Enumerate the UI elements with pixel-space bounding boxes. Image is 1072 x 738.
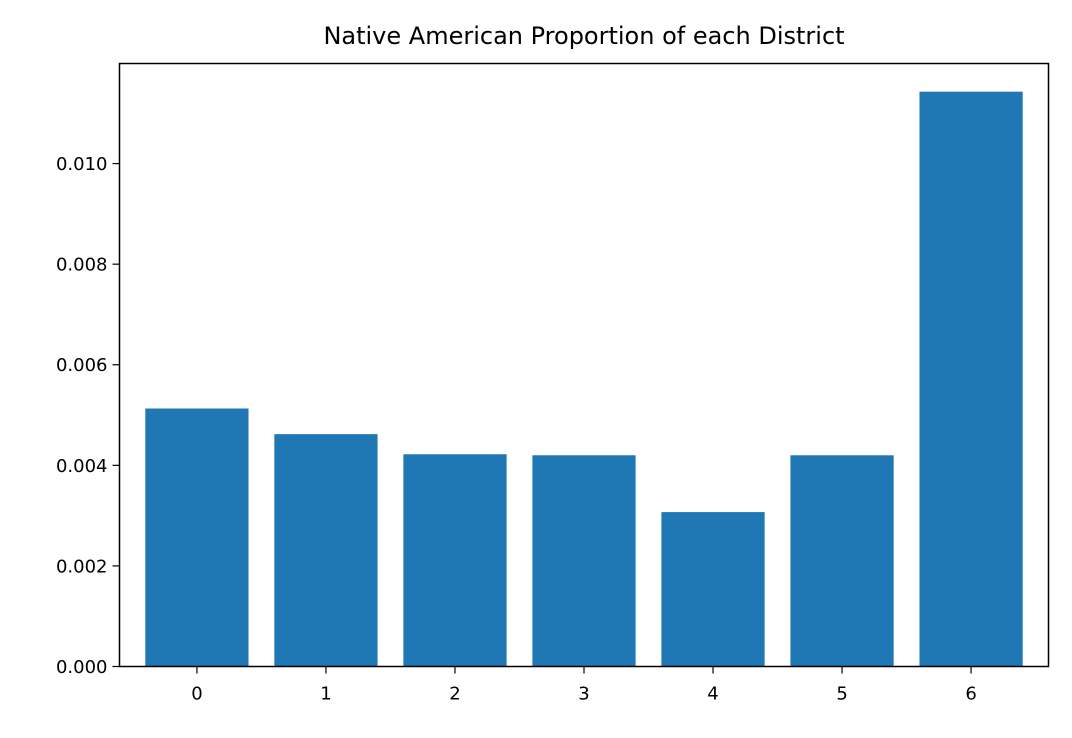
bar-0 <box>145 408 249 667</box>
x-tick-label: 2 <box>449 684 460 705</box>
x-tick-label: 6 <box>965 684 976 705</box>
y-tick-label: 0.006 <box>56 355 108 376</box>
bars-group <box>145 91 1023 667</box>
bar-2 <box>403 454 507 667</box>
x-tick-label: 0 <box>191 684 202 705</box>
x-tick-label: 1 <box>320 684 331 705</box>
bar-5 <box>790 455 894 667</box>
bar-1 <box>274 434 378 667</box>
x-tick-label: 3 <box>578 684 589 705</box>
y-tick-label: 0.004 <box>56 456 108 477</box>
x-tick-label: 4 <box>707 684 718 705</box>
y-tick-label: 0.002 <box>56 556 108 577</box>
plot-frame <box>118 62 1050 668</box>
bar-4 <box>661 512 765 667</box>
chart-title: Native American Proportion of each Distr… <box>323 22 844 50</box>
y-tick-label: 0.000 <box>56 657 108 678</box>
y-tick-label: 0.010 <box>56 154 108 175</box>
bar-6 <box>919 91 1023 667</box>
x-axis: 0 1 2 3 4 5 6 <box>191 666 977 705</box>
bar-3 <box>532 455 636 667</box>
y-axis: 0.000 0.002 0.004 0.006 0.008 0.010 <box>56 154 120 678</box>
y-tick-label: 0.008 <box>56 255 108 276</box>
x-tick-label: 5 <box>836 684 847 705</box>
